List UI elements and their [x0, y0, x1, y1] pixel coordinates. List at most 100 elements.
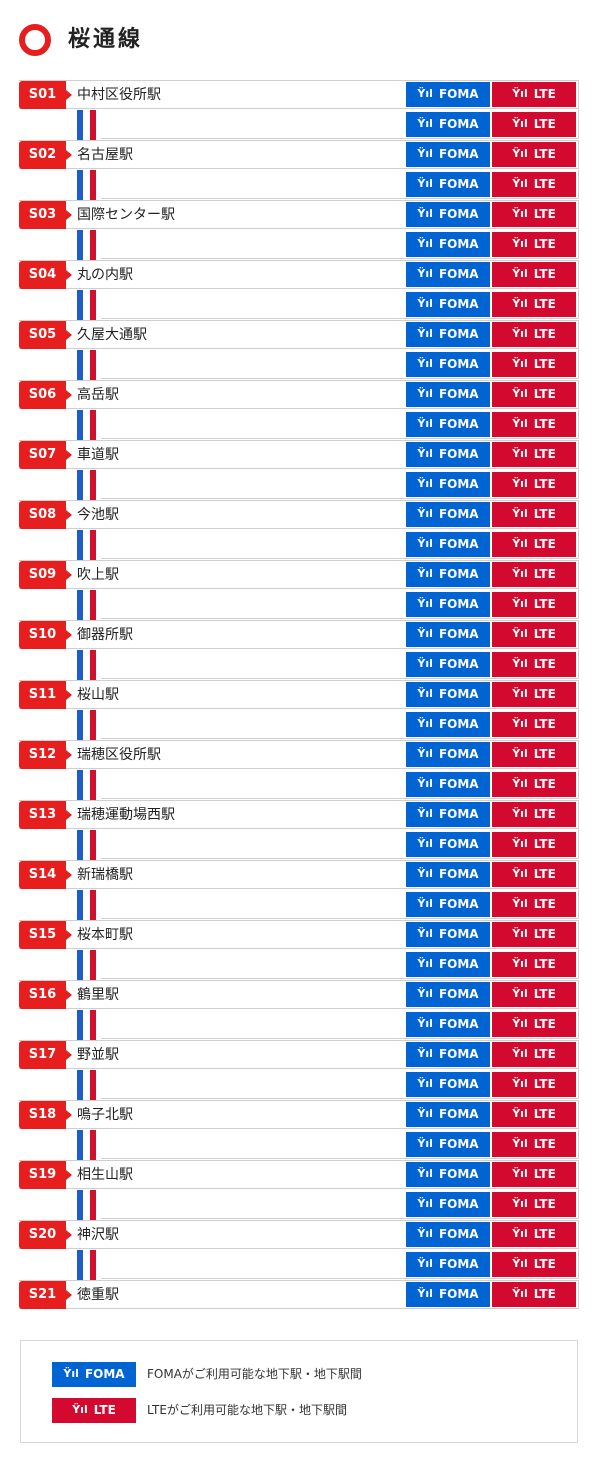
antenna-signal-icon: Ÿıl: [512, 207, 528, 220]
lte-label: LTE: [533, 867, 556, 881]
lte-label: LTE: [533, 897, 556, 911]
foma-label: FOMA: [438, 1167, 479, 1181]
foma-badge: Ÿıl FOMA: [406, 1192, 490, 1217]
section-row: Ÿıl FOMA Ÿıl LTE: [19, 590, 579, 620]
lte-label: LTE: [533, 537, 556, 551]
foma-badge: Ÿıl FOMA: [406, 892, 490, 917]
track-blue-line: [77, 1250, 83, 1280]
antenna-signal-icon: Ÿıl: [417, 147, 433, 160]
station-code: S08: [19, 501, 72, 529]
track-blue-line: [77, 590, 83, 620]
track-blue-line: [77, 110, 83, 140]
antenna-signal-icon: Ÿıl: [512, 447, 528, 460]
station-row: S21 徳重駅 Ÿıl FOMA Ÿıl LTE: [19, 1280, 579, 1310]
station-row: S20 神沢駅 Ÿıl FOMA Ÿıl LTE: [19, 1220, 579, 1250]
lte-label: LTE: [533, 1047, 556, 1061]
foma-badge: Ÿıl FOMA: [406, 952, 490, 977]
lte-badge: Ÿıl LTE: [492, 682, 576, 707]
station-name: 吹上駅: [77, 567, 119, 583]
antenna-signal-icon: Ÿıl: [417, 357, 433, 370]
station-code: S05: [19, 321, 72, 349]
station-code: S21: [19, 1281, 72, 1309]
antenna-signal-icon: Ÿıl: [512, 1227, 528, 1240]
lte-badge: Ÿıl LTE: [492, 82, 576, 107]
antenna-signal-icon: Ÿıl: [512, 1047, 528, 1060]
antenna-signal-icon: Ÿıl: [417, 1257, 433, 1270]
track-blue-line: [77, 410, 83, 440]
foma-badge: Ÿıl FOMA: [406, 202, 490, 227]
track-red-line: [90, 470, 96, 500]
lte-label: LTE: [533, 597, 556, 611]
lte-badge: Ÿıl LTE: [492, 232, 576, 257]
foma-label: FOMA: [438, 1077, 479, 1091]
antenna-signal-icon: Ÿıl: [512, 987, 528, 1000]
page-header: 桜通線: [0, 0, 599, 80]
lte-badge: Ÿıl LTE: [492, 442, 576, 467]
station-row: S16 鶴里駅 Ÿıl FOMA Ÿıl LTE: [19, 980, 579, 1010]
lte-label: LTE: [533, 1077, 556, 1091]
foma-label: FOMA: [438, 117, 479, 131]
lte-badge: Ÿıl LTE: [492, 1132, 576, 1157]
antenna-signal-icon: Ÿıl: [512, 717, 528, 730]
station-row: S08 今池駅 Ÿıl FOMA Ÿıl LTE: [19, 500, 579, 530]
station-name: 高岳駅: [77, 387, 119, 403]
station-name: 名古屋駅: [77, 147, 133, 163]
station-code: S16: [19, 981, 72, 1009]
foma-label: FOMA: [438, 657, 479, 671]
antenna-signal-icon: Ÿıl: [417, 327, 433, 340]
foma-label: FOMA: [438, 177, 479, 191]
legend-lte-text: LTEがご利用可能な地下駅・地下駅間: [147, 1403, 347, 1417]
track-blue-line: [77, 950, 83, 980]
page-title: 桜通線: [68, 27, 144, 52]
lte-badge: Ÿıl LTE: [492, 352, 576, 377]
station-code: S17: [19, 1041, 72, 1069]
station-row: S19 相生山駅 Ÿıl FOMA Ÿıl LTE: [19, 1160, 579, 1190]
foma-badge: Ÿıl FOMA: [406, 82, 490, 107]
foma-label: FOMA: [438, 537, 479, 551]
lte-label: LTE: [533, 687, 556, 701]
lte-label: LTE: [533, 927, 556, 941]
antenna-signal-icon: Ÿıl: [72, 1403, 88, 1416]
lte-badge: Ÿıl LTE: [492, 862, 576, 887]
station-code: S13: [19, 801, 72, 829]
lte-badge: Ÿıl LTE: [492, 1042, 576, 1067]
antenna-signal-icon: Ÿıl: [417, 777, 433, 790]
lte-badge: Ÿıl LTE: [492, 562, 576, 587]
station-list: S01 中村区役所駅 Ÿıl FOMA Ÿıl LTE Ÿıl FOMA Ÿıl LTE S02 名古…: [19, 80, 579, 1310]
antenna-signal-icon: Ÿıl: [417, 657, 433, 670]
foma-badge: Ÿıl FOMA: [406, 382, 490, 407]
station-name: 国際センター駅: [77, 207, 175, 223]
station-name: 御器所駅: [77, 627, 133, 643]
lte-badge: Ÿıl LTE: [492, 802, 576, 827]
track-red-line: [90, 1130, 96, 1160]
station-row: S01 中村区役所駅 Ÿıl FOMA Ÿıl LTE: [19, 80, 579, 110]
foma-badge: Ÿıl FOMA: [406, 1282, 490, 1307]
track-red-line: [90, 1250, 96, 1280]
lte-label: LTE: [533, 747, 556, 761]
station-name: 車道駅: [77, 447, 119, 463]
foma-label: FOMA: [438, 1017, 479, 1031]
foma-badge: Ÿıl FOMA: [406, 1072, 490, 1097]
lte-label: LTE: [533, 657, 556, 671]
lte-label: LTE: [533, 417, 556, 431]
foma-badge: Ÿıl FOMA: [406, 982, 490, 1007]
lte-label: LTE: [533, 447, 556, 461]
foma-label: FOMA: [438, 717, 479, 731]
foma-badge: Ÿıl FOMA: [406, 562, 490, 587]
antenna-signal-icon: Ÿıl: [417, 387, 433, 400]
antenna-signal-icon: Ÿıl: [512, 1167, 528, 1180]
antenna-signal-icon: Ÿıl: [417, 747, 433, 760]
station-code: S09: [19, 561, 72, 589]
section-row: Ÿıl FOMA Ÿıl LTE: [19, 1130, 579, 1160]
station-code: S15: [19, 921, 72, 949]
track-blue-line: [77, 1070, 83, 1100]
station-row: S13 瑞穂運動場西駅 Ÿıl FOMA Ÿıl LTE: [19, 800, 579, 830]
station-row: S09 吹上駅 Ÿıl FOMA Ÿıl LTE: [19, 560, 579, 590]
station-row: S15 桜本町駅 Ÿıl FOMA Ÿıl LTE: [19, 920, 579, 950]
foma-badge: Ÿıl FOMA: [406, 1012, 490, 1037]
station-row: S12 瑞穂区役所駅 Ÿıl FOMA Ÿıl LTE: [19, 740, 579, 770]
lte-badge: Ÿıl LTE: [492, 262, 576, 287]
line-circle-icon: [19, 24, 51, 56]
station-code: S19: [19, 1161, 72, 1189]
foma-label: FOMA: [438, 447, 479, 461]
